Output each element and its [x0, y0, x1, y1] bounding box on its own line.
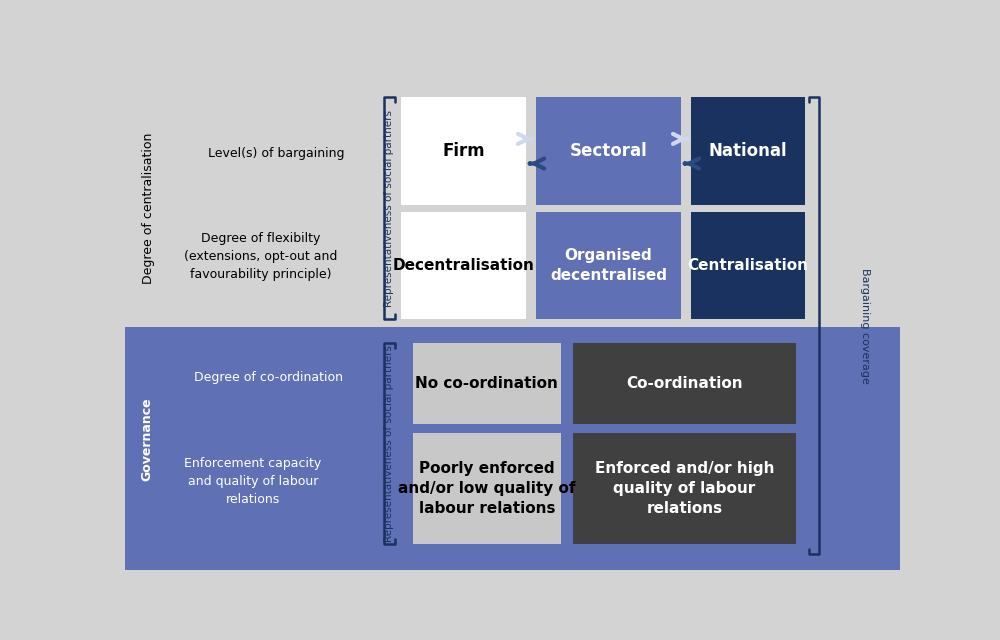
Text: Organised
decentralised: Organised decentralised: [550, 248, 667, 283]
Bar: [401, 212, 526, 319]
Text: Firm: Firm: [442, 142, 485, 160]
Bar: [413, 433, 561, 544]
Bar: [573, 343, 796, 424]
Text: National: National: [709, 142, 787, 160]
Bar: [573, 433, 796, 544]
Text: Bargaining coverage: Bargaining coverage: [860, 268, 870, 383]
Text: Degree of centralisation: Degree of centralisation: [142, 132, 155, 284]
Bar: [691, 97, 805, 205]
Text: Decentralisation: Decentralisation: [393, 258, 535, 273]
Text: Degree of co-ordination: Degree of co-ordination: [194, 371, 343, 384]
Text: Enforcement capacity
and quality of labour
relations: Enforcement capacity and quality of labo…: [184, 458, 322, 506]
Bar: [401, 97, 526, 205]
Text: Enforced and/or high
quality of labour
relations: Enforced and/or high quality of labour r…: [595, 461, 774, 516]
Bar: [691, 212, 805, 319]
Bar: [125, 77, 900, 327]
Text: Governance: Governance: [140, 397, 153, 481]
Text: Poorly enforced
and/or low quality of
labour relations: Poorly enforced and/or low quality of la…: [398, 461, 576, 516]
Text: Co-ordination: Co-ordination: [626, 376, 743, 391]
Text: Centralisation: Centralisation: [688, 258, 809, 273]
Bar: [413, 343, 561, 424]
Text: Degree of flexibilty
(extensions, opt-out and
favourability principle): Degree of flexibilty (extensions, opt-ou…: [184, 232, 337, 281]
Text: Level(s) of bargaining: Level(s) of bargaining: [208, 147, 344, 160]
Text: No co-ordination: No co-ordination: [415, 376, 558, 391]
Text: Sectoral: Sectoral: [570, 142, 647, 160]
Text: Representativeness of social partners: Representativeness of social partners: [384, 345, 394, 542]
Bar: [536, 212, 681, 319]
Bar: [125, 327, 900, 570]
Bar: [536, 97, 681, 205]
Text: Representativeness of social partners: Representativeness of social partners: [384, 110, 394, 307]
